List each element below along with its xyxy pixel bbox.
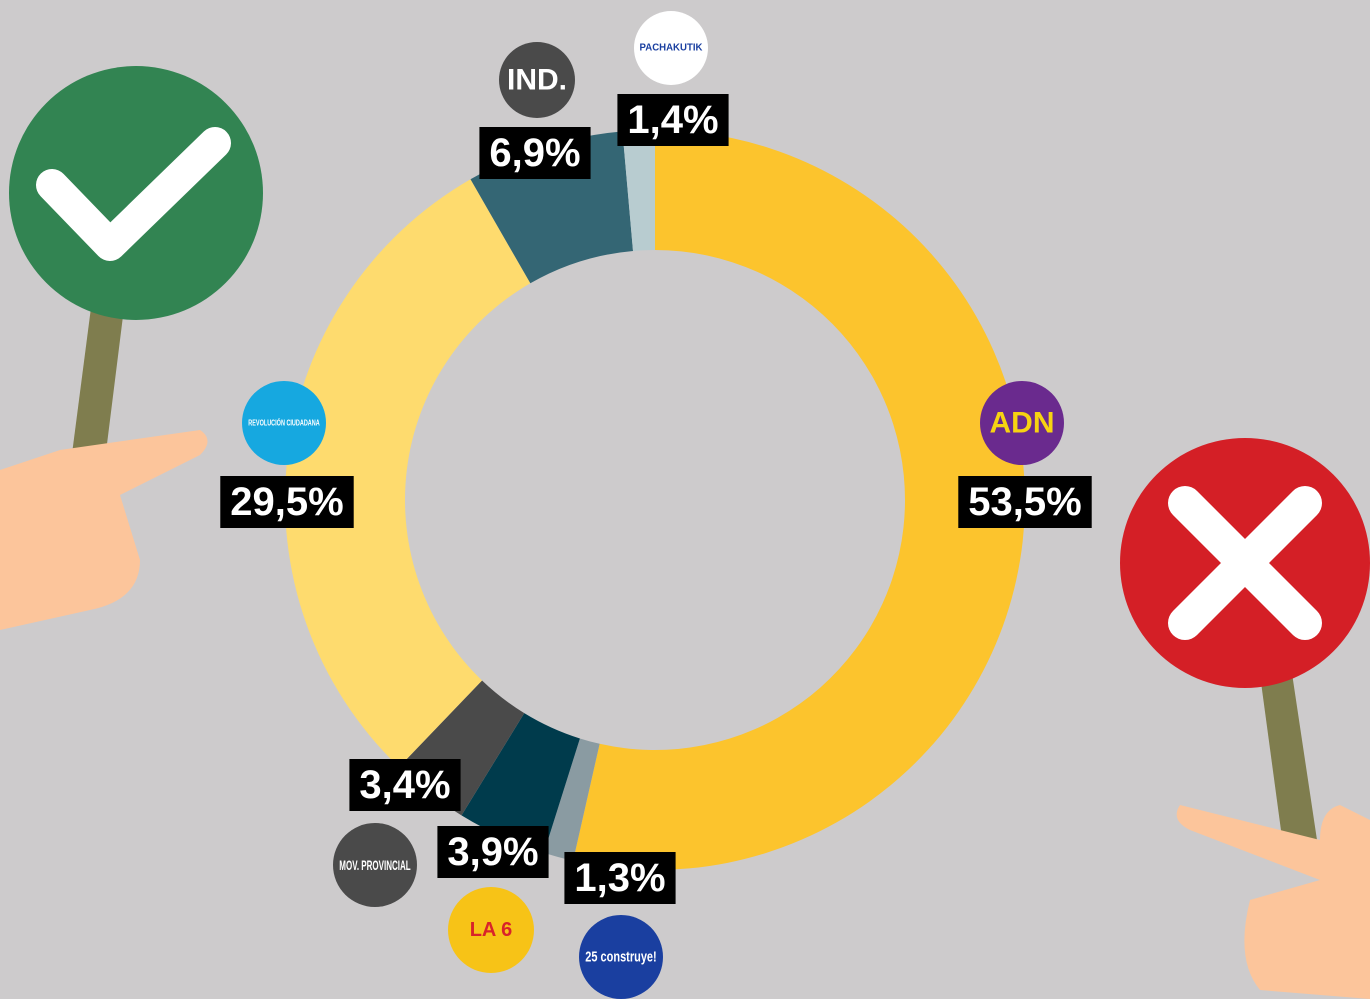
party-logo [333,823,417,907]
label-box [958,476,1092,528]
party-logo-text: REVOLUCIÓN CIUDADANA [248,419,320,428]
party-logo-text: MOV. PROVINCIAL [339,857,411,873]
value-label-text: 3,9% [447,830,538,874]
donut-segment [284,179,531,768]
value-label-text: 53,5% [968,480,1081,524]
value-label: 29,5% [220,476,354,528]
party-logo [634,11,708,85]
label-box [437,826,549,878]
value-label: 1,3% [564,852,676,904]
value-label: 53,5% [958,476,1092,528]
label-box [617,94,729,146]
label-box [220,476,354,528]
party-logo [448,887,534,973]
value-label-text: 1,4% [627,98,718,142]
party-logo [579,915,663,999]
value-label: 3,9% [437,826,549,878]
donut-segment [461,713,580,853]
decor-right-sign [1120,438,1370,999]
donut-segment [622,130,655,251]
label-box [479,127,591,179]
label-box [349,759,461,811]
donut-segment [573,130,1026,870]
value-label-text: 1,3% [574,856,665,900]
party-logo-text: ADN [990,407,1055,440]
party-logo-text: IND. [507,64,567,97]
donut-segment [543,738,600,861]
value-label: 1,4% [617,94,729,146]
value-label-text: 6,9% [489,131,580,175]
party-logo-text: LA 6 [470,919,513,941]
party-logo-text: 25 construye! [585,949,656,966]
party-logo [980,381,1064,465]
value-label: 3,4% [349,759,461,811]
decor-left-sign [0,66,263,630]
party-logo [499,42,575,118]
value-label-text: 3,4% [359,763,450,807]
party-logo-text: PACHAKUTIK [640,43,704,54]
value-label-text: 29,5% [230,480,343,524]
label-box [564,852,676,904]
value-label: 6,9% [479,127,591,179]
party-logo [242,381,326,465]
